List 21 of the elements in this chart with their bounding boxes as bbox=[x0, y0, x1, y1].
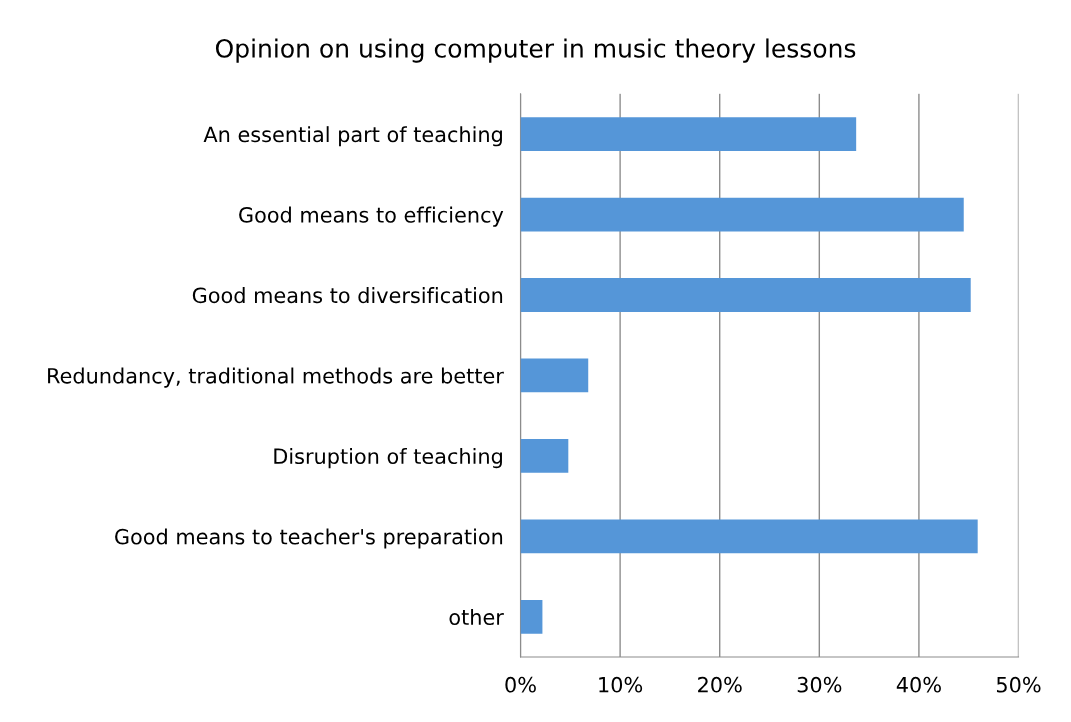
x-tick-label: 40% bbox=[896, 676, 941, 693]
bar bbox=[520, 358, 589, 393]
y-tick-label: other bbox=[449, 608, 504, 626]
bar bbox=[520, 599, 543, 634]
x-tick-label: 50% bbox=[996, 676, 1041, 693]
bar bbox=[520, 519, 978, 554]
chart-title: Opinion on using computer in music theory lessons bbox=[215, 38, 856, 63]
bar bbox=[520, 117, 857, 151]
bar bbox=[520, 439, 569, 473]
x-tick-label: 0% bbox=[505, 676, 536, 693]
x-tick-label: 20% bbox=[698, 676, 742, 693]
y-tick-label: Good means to teacher's preparation bbox=[115, 528, 503, 549]
y-tick-label: Good means to efficiency bbox=[239, 206, 504, 227]
x-tick-label: 10% bbox=[599, 676, 643, 693]
x-tick-label: 30% bbox=[797, 676, 842, 693]
bar bbox=[520, 278, 971, 312]
y-tick-label: Redundancy, traditional methods are better bbox=[48, 367, 504, 388]
bar bbox=[520, 197, 964, 232]
y-tick-label: Disruption of teaching bbox=[274, 447, 502, 469]
y-tick-label: Good means to diversification bbox=[192, 287, 503, 304]
y-tick-label: An essential part of teaching bbox=[203, 126, 502, 147]
